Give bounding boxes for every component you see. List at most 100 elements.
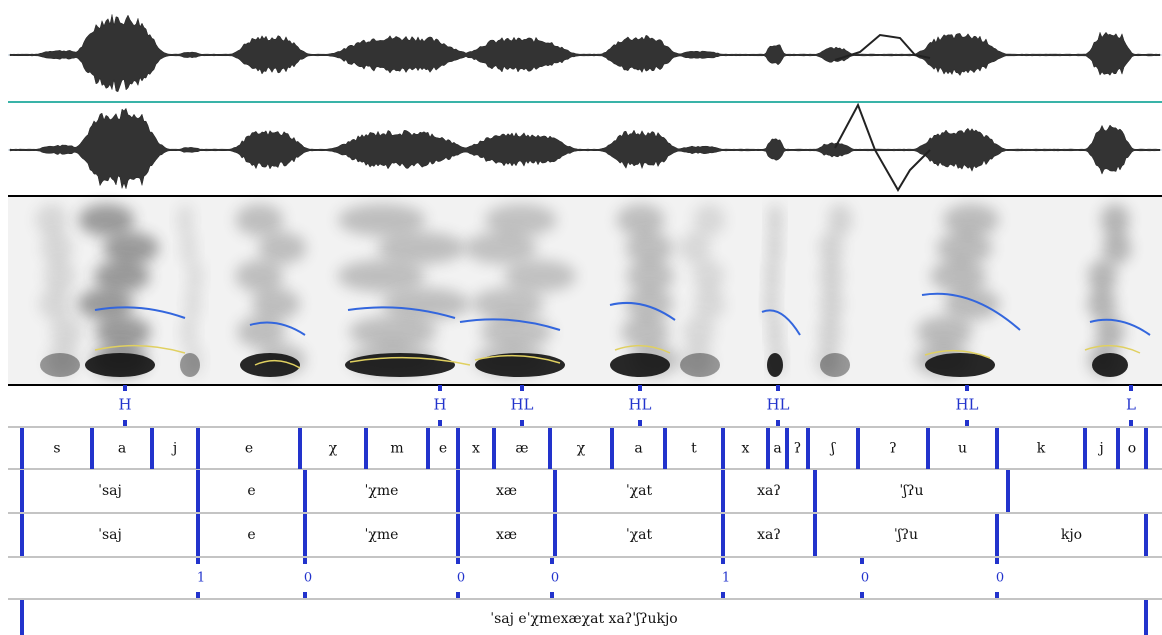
interval-label: x	[742, 441, 750, 457]
boundary	[1144, 600, 1148, 635]
point-mark	[1129, 420, 1133, 426]
spectral-energy	[78, 288, 134, 320]
point-mark	[438, 420, 442, 426]
boundary	[806, 428, 810, 469]
point-mark	[438, 385, 442, 391]
point-mark	[520, 420, 524, 426]
spectral-energy	[235, 204, 283, 236]
interval-label: ˈʃʔu	[894, 527, 918, 543]
spectral-energy	[936, 232, 992, 264]
spectral-energy	[693, 260, 725, 292]
boundary	[553, 470, 557, 512]
boundary	[926, 428, 930, 469]
point-label: 0	[996, 571, 1004, 586]
spectral-energy	[181, 232, 197, 264]
point-mark	[550, 558, 554, 564]
interval-label: ˈχat	[626, 483, 653, 499]
boundary	[456, 514, 460, 556]
interval-label: u	[958, 441, 967, 457]
interval-label: xaʔ	[757, 483, 781, 499]
spectral-energy	[44, 260, 76, 292]
interval-label: e	[247, 483, 255, 499]
spectral-energy	[693, 288, 725, 320]
interval-label: a	[118, 441, 126, 457]
boundary	[995, 428, 999, 469]
spectral-energy	[617, 204, 665, 236]
interval-label: t	[691, 441, 697, 457]
voicing-bar	[610, 353, 670, 377]
point-mark	[303, 592, 307, 598]
voicing-bar	[1092, 353, 1128, 377]
interval-label: j	[1097, 441, 1103, 457]
point-label: 0	[457, 571, 465, 586]
spectral-energy	[177, 204, 193, 236]
spectral-energy	[349, 316, 437, 348]
interval-label: k	[1037, 441, 1046, 457]
interval-label: ˈʃʔu	[899, 483, 923, 499]
boundary	[20, 514, 24, 556]
spectral-energy	[765, 288, 778, 320]
boundary	[20, 428, 24, 469]
spectral-energy	[472, 288, 544, 320]
spectral-energy	[235, 260, 283, 292]
point-mark	[1129, 385, 1133, 391]
voicing-bar	[40, 353, 80, 377]
boundary	[856, 428, 860, 469]
interval-label: m	[390, 441, 403, 457]
spectral-energy	[337, 260, 425, 292]
boundary	[196, 428, 200, 469]
spectral-energy	[819, 232, 843, 264]
spectral-energy	[39, 288, 71, 320]
spectral-energy	[185, 288, 201, 320]
boundary	[456, 428, 460, 469]
interval-label: ʃ	[829, 441, 836, 457]
boundary	[785, 428, 789, 469]
textgrid: HHHLHLHLHLLsajeχmexæχatxaʔʃʔukjoˈsajeˈχm…	[8, 385, 1162, 635]
interval-label: e	[439, 441, 447, 457]
point-mark	[196, 592, 200, 598]
voicing-bar	[85, 353, 155, 377]
praat-window: HHHLHLHLHLLsajeχmexæχatxaʔʃʔukjoˈsajeˈχm…	[0, 0, 1162, 635]
boundary	[364, 428, 368, 469]
boundary	[1116, 428, 1120, 469]
boundary	[456, 470, 460, 512]
boundary	[995, 514, 999, 556]
spectral-energy	[693, 204, 725, 236]
boundary	[90, 428, 94, 469]
point-mark	[196, 558, 200, 564]
interval-label: χ	[329, 441, 338, 457]
boundary	[721, 514, 725, 556]
interval-label: a	[773, 441, 781, 457]
boundary	[721, 428, 725, 469]
voicing-bar	[345, 353, 455, 377]
spectral-energy	[820, 288, 844, 320]
spectral-energy	[679, 232, 711, 264]
interval-label: e	[245, 441, 253, 457]
spectral-energy	[818, 316, 842, 348]
spectral-energy	[94, 260, 150, 292]
spectral-energy	[41, 232, 73, 264]
spectral-energy	[465, 232, 537, 264]
spectral-energy	[944, 288, 1000, 320]
spectral-energy	[917, 316, 973, 348]
boundary	[610, 428, 614, 469]
spectral-energy	[1101, 204, 1130, 236]
spectral-energy	[766, 260, 779, 292]
interval-label: χ	[577, 441, 586, 457]
boundary	[813, 470, 817, 512]
boundary	[20, 600, 24, 635]
interval-label: xaʔ	[757, 527, 781, 543]
point-label: 0	[551, 571, 559, 586]
interval-label: ʔ	[794, 441, 802, 457]
spectral-energy	[819, 260, 843, 292]
boundary	[303, 470, 307, 512]
boundary	[721, 470, 725, 512]
boundary	[426, 428, 430, 469]
point-mark	[550, 592, 554, 598]
spectral-energy	[626, 260, 674, 292]
spectral-energy	[1088, 260, 1117, 292]
point-label: HL	[510, 396, 533, 414]
point-mark	[520, 385, 524, 391]
point-label: 0	[861, 571, 869, 586]
spectral-energy	[382, 288, 470, 320]
